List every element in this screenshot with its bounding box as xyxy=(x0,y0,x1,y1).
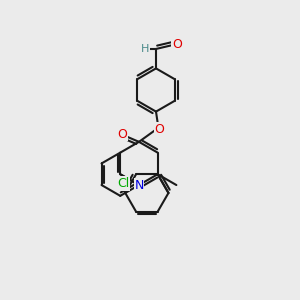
Text: H: H xyxy=(141,44,149,54)
Text: N: N xyxy=(134,178,144,191)
Text: O: O xyxy=(117,128,127,141)
Text: O: O xyxy=(155,123,164,136)
Text: O: O xyxy=(172,38,182,51)
Text: Cl: Cl xyxy=(117,177,130,190)
